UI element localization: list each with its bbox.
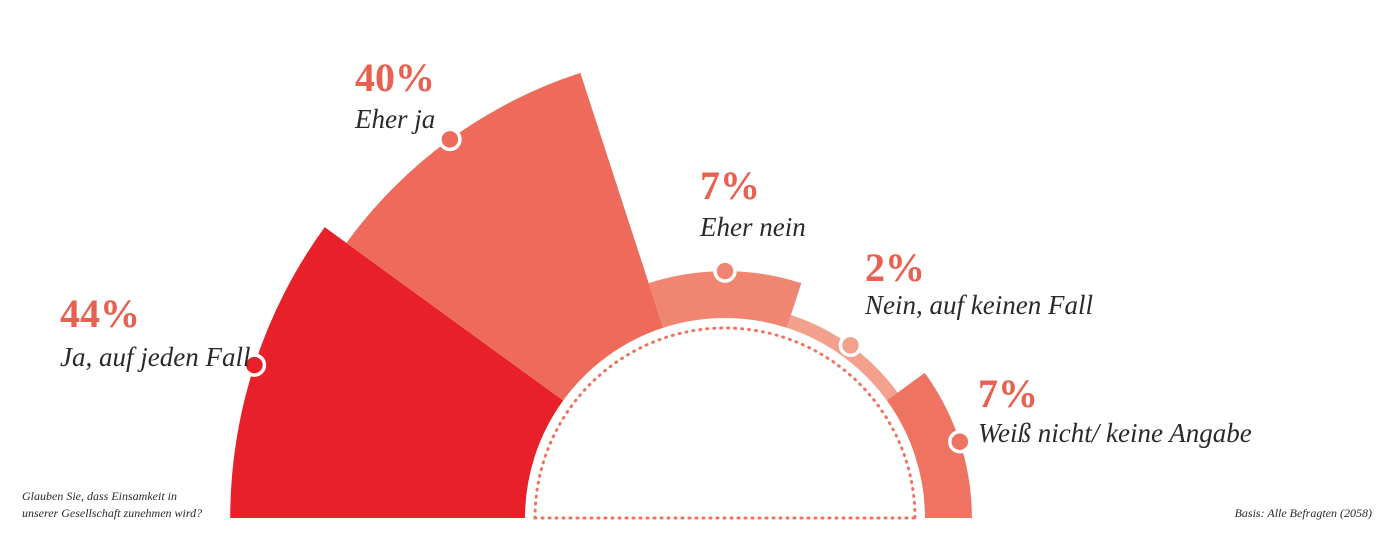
sector <box>230 227 564 518</box>
sector <box>786 315 898 401</box>
percent-label: 7% <box>700 163 760 208</box>
category-label: Eher ja <box>354 104 435 134</box>
category-label: Nein, auf keinen Fall <box>864 290 1093 320</box>
sector <box>886 372 972 518</box>
dotted-arc <box>533 326 917 520</box>
category-label: Eher nein <box>699 212 806 242</box>
percent-label: 40% <box>355 55 435 100</box>
marker-dot <box>242 353 267 377</box>
question-line: Glauben Sie, dass Einsamkeit in <box>22 489 177 503</box>
source-note: Basis: Alle Befragten (2058) <box>1235 506 1372 520</box>
percent-label: 44% <box>60 291 140 336</box>
sector <box>346 72 664 401</box>
marker-dot <box>438 127 462 152</box>
marker-dot <box>838 333 863 358</box>
category-label: Ja, auf jeden Fall <box>60 342 250 372</box>
marker-dot <box>713 259 737 283</box>
marker-dot <box>948 429 972 454</box>
sector <box>648 271 802 328</box>
category-label: Weiß nicht/ keine Angabe <box>978 418 1252 448</box>
percent-label: 2% <box>865 245 925 290</box>
percent-label: 7% <box>978 371 1038 416</box>
question-line: unserer Gesellschaft zunehmen wird? <box>22 506 202 520</box>
